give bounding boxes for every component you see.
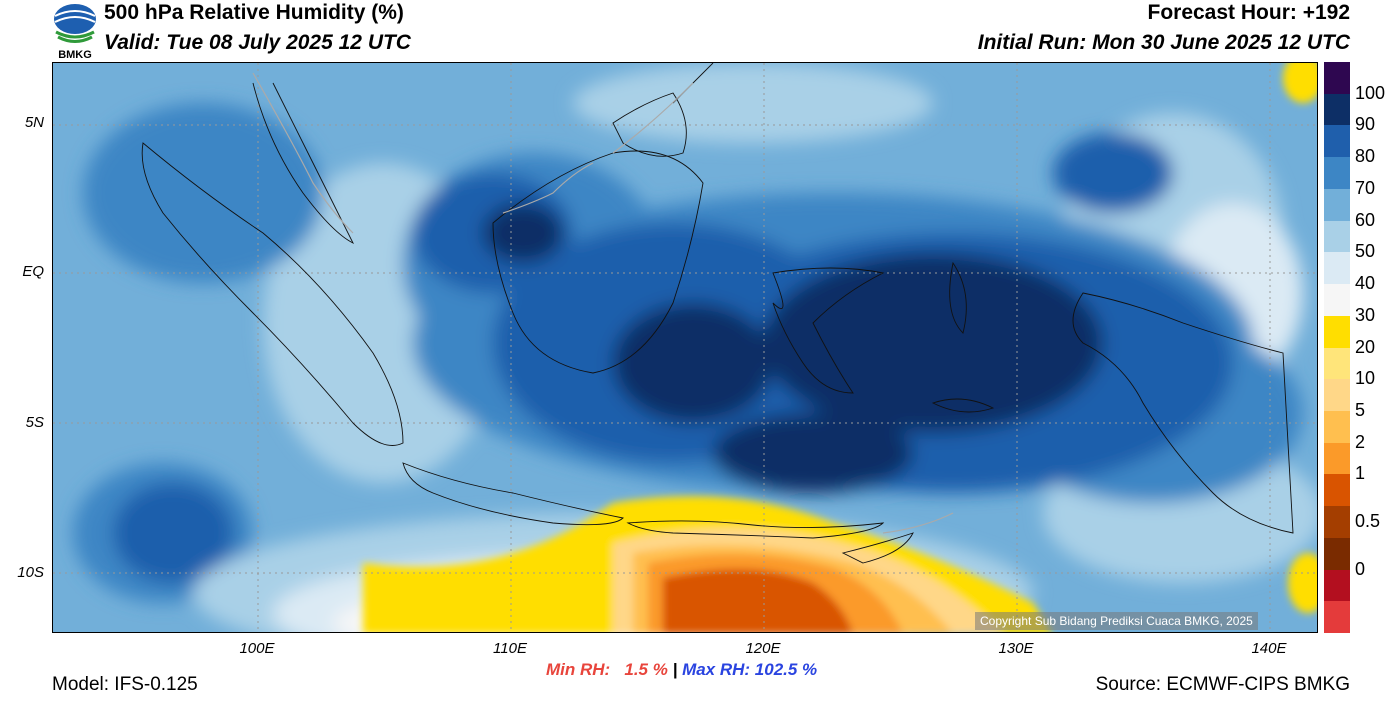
colorbar-label: 50 xyxy=(1355,241,1376,262)
lat-label-10s: 10S xyxy=(17,564,44,581)
colorbar-label: 100 xyxy=(1355,82,1386,103)
colorbar-label: 40 xyxy=(1355,273,1376,294)
colorbar-segment xyxy=(1324,474,1350,507)
colorbar-segment xyxy=(1324,506,1350,539)
colorbar-segment xyxy=(1324,220,1350,253)
colorbar-segment xyxy=(1324,188,1350,222)
colorbar-segment xyxy=(1324,284,1350,317)
lon-label-130e: 130E xyxy=(998,640,1034,657)
colorbar-label: 10 xyxy=(1355,368,1376,389)
colorbar xyxy=(1324,62,1350,634)
colorbar-label: 1 xyxy=(1355,463,1366,484)
colorbar-segment xyxy=(1324,537,1350,571)
colorbar-segment xyxy=(1324,347,1350,380)
valid-time: Valid: Tue 08 July 2025 12 UTC xyxy=(104,31,411,54)
colorbar-label: 2 xyxy=(1355,431,1366,452)
colorbar-segment xyxy=(1324,93,1350,126)
colorbar-label: 70 xyxy=(1355,177,1376,198)
colorbar-segment xyxy=(1324,601,1350,634)
lon-label-140e: 140E xyxy=(1251,640,1287,657)
colorbar-label: 0.5 xyxy=(1355,510,1381,531)
lat-label-eq: EQ xyxy=(22,263,44,280)
colorbar-label: 60 xyxy=(1355,209,1376,230)
colorbar-segment xyxy=(1324,125,1350,158)
initial-run: Initial Run: Mon 30 June 2025 12 UTC xyxy=(977,31,1350,54)
colorbar-label: 90 xyxy=(1355,114,1376,135)
colorbar-label: 30 xyxy=(1355,304,1376,325)
colorbar-segment xyxy=(1324,252,1350,285)
colorbar-label: 5 xyxy=(1355,399,1366,420)
colorbar-label: 80 xyxy=(1355,146,1376,167)
bmkg-logo: BMKG xyxy=(52,2,98,61)
model-label: Model: IFS-0.125 xyxy=(52,674,198,695)
lon-label-120e: 120E xyxy=(745,640,781,657)
colorbar-segment xyxy=(1324,315,1350,348)
colorbar-segment xyxy=(1324,62,1350,95)
svg-text:BMKG: BMKG xyxy=(58,49,92,60)
colorbar-label: 0 xyxy=(1355,558,1366,579)
colorbar-segment xyxy=(1324,442,1350,475)
colorbar-segment xyxy=(1324,379,1350,412)
lon-label-110e: 110E xyxy=(493,640,527,657)
forecast-hour: Forecast Hour: +192 xyxy=(1147,1,1351,24)
humidity-map xyxy=(52,62,1318,633)
copyright-notice: Copyright Sub Bidang Prediksi Cuaca BMKG… xyxy=(975,612,1258,630)
colorbar-segment xyxy=(1324,157,1350,190)
min-rh: Min RH: 1.5 % xyxy=(546,660,668,679)
stats-separator: | xyxy=(667,660,683,679)
source-label: Source: ECMWF-CIPS BMKG xyxy=(1095,674,1350,695)
max-rh: Max RH: 102.5 % xyxy=(682,660,818,679)
map-title: 500 hPa Relative Humidity (%) xyxy=(104,1,404,24)
lat-label-5s: 5S xyxy=(25,414,44,431)
rh-stats: Min RH: 1.5 % | Max RH: 102.5 % xyxy=(546,660,817,680)
colorbar-label: 20 xyxy=(1355,336,1376,357)
lon-label-100e: 100E xyxy=(239,640,275,657)
colorbar-segment xyxy=(1324,569,1350,602)
colorbar-segment xyxy=(1324,410,1350,444)
lat-label-5n: 5N xyxy=(24,114,44,131)
